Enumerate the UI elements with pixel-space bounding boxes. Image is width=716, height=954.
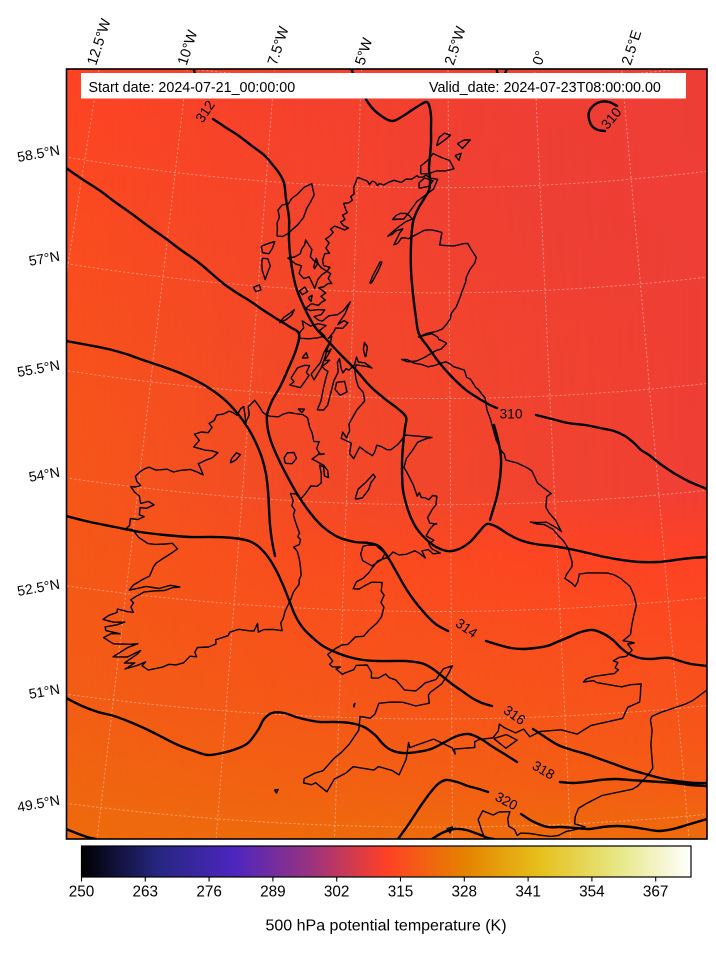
svg-text:54°N: 54°N [27, 464, 61, 485]
svg-text:57°N: 57°N [27, 248, 61, 269]
svg-text:289: 289 [260, 884, 286, 901]
svg-text:341: 341 [515, 884, 541, 901]
svg-text:52.5°N: 52.5°N [16, 576, 61, 599]
svg-text:328: 328 [452, 884, 478, 901]
svg-text:354: 354 [579, 884, 605, 901]
svg-text:276: 276 [196, 884, 222, 901]
svg-text:263: 263 [133, 884, 159, 901]
svg-text:367: 367 [643, 884, 669, 901]
svg-text:Valid_date: 2024-07-23T08:00:0: Valid_date: 2024-07-23T08:00:00.00 [429, 80, 661, 96]
svg-text:51°N: 51°N [27, 681, 61, 702]
svg-text:315: 315 [388, 884, 414, 901]
svg-text:250: 250 [69, 884, 95, 901]
svg-text:0°: 0° [530, 49, 550, 67]
svg-text:58.5°N: 58.5°N [16, 142, 61, 165]
svg-text:500 hPa potential temperature: 500 hPa potential temperature (K) [265, 918, 506, 935]
svg-text:55.5°N: 55.5°N [16, 357, 61, 380]
svg-text:49.5°N: 49.5°N [16, 792, 61, 815]
svg-text:Start date: 2024-07-21_00:00:0: Start date: 2024-07-21_00:00:00 [89, 80, 296, 96]
svg-text:310: 310 [499, 407, 522, 422]
svg-text:302: 302 [324, 884, 350, 901]
